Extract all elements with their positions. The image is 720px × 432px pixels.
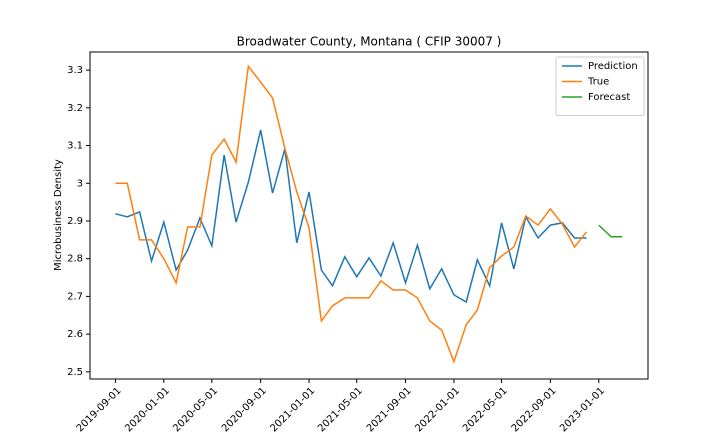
x-tick-label: 2021-01-01 <box>268 385 317 432</box>
x-tick-label: 2020-01-01 <box>123 385 172 432</box>
y-tick-label: 3 <box>77 178 83 189</box>
series-line <box>115 129 587 304</box>
x-tick-label: 2020-05-01 <box>171 385 220 432</box>
x-tick-label: 2021-05-01 <box>316 385 365 432</box>
legend-box <box>555 56 645 116</box>
x-tick-label: 2023-01-01 <box>558 385 607 432</box>
plot-frame <box>89 51 649 380</box>
y-tick-label: 2.8 <box>67 254 83 265</box>
series-line <box>115 64 588 364</box>
legend-label: True <box>587 77 609 88</box>
y-tick-label: 2.6 <box>67 329 83 340</box>
y-tick-label: 3.3 <box>67 65 83 76</box>
x-tick-label: 2019-09-01 <box>75 385 124 432</box>
legend-label: Forecast <box>588 92 630 103</box>
x-tick-label: 2022-09-01 <box>510 385 559 432</box>
x-tick-label: 2022-05-01 <box>461 385 510 432</box>
x-tick-label: 2022-01-01 <box>413 385 462 432</box>
y-tick-label: 2.7 <box>67 291 83 302</box>
x-tick-label: 2020-09-01 <box>220 385 269 432</box>
y-tick-label: 3.2 <box>67 103 83 114</box>
y-axis-label: Microbusiness Density <box>53 159 64 271</box>
y-tick-label: 3.1 <box>67 141 83 152</box>
legend-label: Prediction <box>588 61 638 72</box>
chart-title: Broadwater County, Montana ( CFIP 30007 … <box>237 35 502 49</box>
series-line <box>598 224 623 238</box>
y-tick-label: 2.9 <box>67 216 83 227</box>
legend: Prediction True Forecast <box>555 56 645 116</box>
y-tick-label: 2.5 <box>67 367 83 378</box>
x-tick-label: 2021-09-01 <box>365 385 414 432</box>
